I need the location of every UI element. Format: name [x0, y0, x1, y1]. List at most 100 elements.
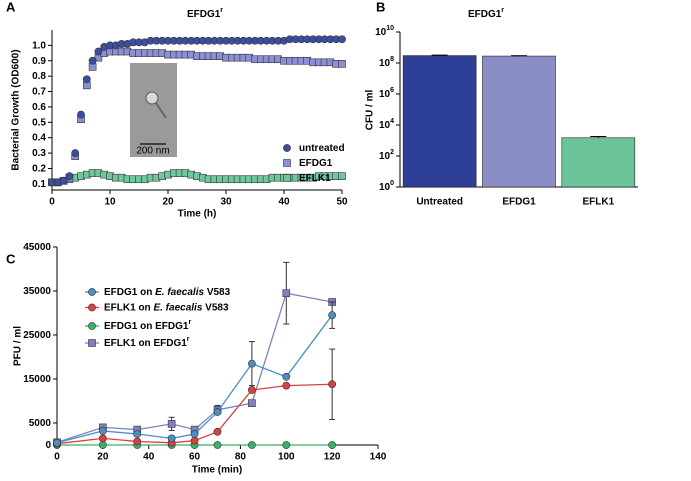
- x-tick-label: Untreated: [416, 197, 463, 208]
- marker: [98, 441, 107, 449]
- marker: [213, 408, 222, 416]
- y-tick-text: 10: [379, 120, 391, 131]
- x-tick-label: 40: [143, 452, 155, 463]
- bar: [561, 137, 636, 188]
- marker: [98, 427, 107, 435]
- x-tick-label: EFLK1: [582, 197, 614, 208]
- y-tick-label: 1.0: [32, 40, 46, 51]
- y-tick-label: 0.6: [32, 102, 46, 113]
- x-tick-label: 100: [278, 452, 295, 463]
- y-tick-label: 35000: [23, 286, 51, 297]
- marker: [247, 386, 256, 394]
- y-tick-text: 10: [379, 89, 391, 100]
- x-tick-label: 10: [104, 197, 116, 208]
- y-tick-label: 0.2: [32, 163, 46, 174]
- y-tick-label: 0.8: [32, 71, 46, 82]
- panel-label: B: [376, 0, 385, 14]
- y-tick-label: 0.4: [32, 132, 46, 143]
- y-tick-exponent: 2: [390, 149, 394, 156]
- chart-title-sup: r: [220, 7, 223, 14]
- y-tick-label: 102: [379, 149, 394, 161]
- marker: [283, 144, 291, 152]
- y-tick-text: 0.3: [32, 148, 46, 159]
- marker: [94, 47, 103, 56]
- marker: [98, 434, 107, 443]
- legend-label: EFLK1 on E. faecalis V583: [104, 302, 229, 313]
- y-tick-exponent: 8: [390, 56, 394, 63]
- marker: [282, 441, 291, 449]
- panel-label: C: [6, 251, 16, 266]
- legend-label: untreated: [299, 143, 345, 154]
- marker: [190, 430, 199, 438]
- y-tick-text: 10: [379, 58, 391, 69]
- x-tick-label: 60: [189, 452, 201, 463]
- chart-title-main: EFDG1: [187, 9, 221, 20]
- y-tick-label: 0.9: [32, 55, 46, 66]
- y-tick-text: 45000: [23, 242, 51, 253]
- legend-text: EFLK1 on EFDG1: [104, 338, 187, 349]
- marker: [283, 174, 291, 182]
- series-line: [56, 292, 333, 443]
- marker: [88, 56, 97, 65]
- legend-text: untreated: [299, 143, 345, 154]
- chart-title: EFDG1r: [187, 7, 223, 19]
- marker: [133, 430, 142, 438]
- x-tick-label: 20: [97, 452, 109, 463]
- marker: [88, 288, 96, 296]
- legend-text: V583: [204, 287, 231, 298]
- legend-text: V583: [202, 302, 229, 313]
- marker: [167, 434, 176, 443]
- y-tick-exponent: 0: [390, 180, 394, 187]
- y-tick-label: 100: [379, 180, 394, 192]
- x-tick-label: 140: [370, 452, 387, 463]
- marker: [282, 372, 291, 381]
- legend-label: EFLK1 on EFDG1r: [104, 336, 190, 348]
- scale-label: 200 nm: [136, 146, 169, 157]
- marker: [247, 441, 256, 449]
- legend-label: EFLK1: [299, 173, 331, 184]
- legend-text: EFLK1: [299, 173, 331, 184]
- marker: [88, 303, 96, 312]
- y-tick-text: 0.4: [32, 132, 46, 143]
- y-tick-label: 0.7: [32, 86, 46, 97]
- legend-label: EFDG1 on E. faecalis V583: [104, 287, 231, 298]
- x-tick-label: 20: [162, 197, 174, 208]
- marker: [338, 60, 346, 68]
- x-tick-label: 50: [336, 197, 348, 208]
- y-tick-text: 10: [379, 151, 391, 162]
- y-tick-text: 15000: [23, 374, 51, 385]
- y-axis-label: PFU / ml: [13, 326, 24, 366]
- legend-text: EFDG1 on: [104, 287, 155, 298]
- y-tick-label: 45000: [23, 242, 51, 253]
- y-tick-label: 106: [379, 87, 394, 99]
- marker: [282, 381, 291, 390]
- legend-text: EFDG1: [299, 158, 333, 169]
- y-tick-label: 0.3: [32, 148, 46, 159]
- marker: [247, 359, 256, 368]
- marker: [88, 322, 96, 330]
- marker: [82, 75, 91, 84]
- legend-text: EFLK1 on: [104, 302, 153, 313]
- y-tick-label: 0.1: [32, 178, 46, 189]
- marker: [283, 159, 291, 167]
- marker: [65, 172, 74, 181]
- phage-head: [145, 91, 159, 105]
- y-tick-text: 0.6: [32, 102, 46, 113]
- chart-title: EFDG1r: [468, 7, 504, 19]
- y-tick-text: 0: [45, 440, 51, 451]
- legend-label: EFDG1: [299, 158, 333, 169]
- y-tick-exponent: 6: [390, 87, 394, 94]
- x-tick-label: 30: [220, 197, 232, 208]
- marker: [53, 438, 61, 447]
- marker: [213, 441, 222, 449]
- marker: [328, 380, 337, 389]
- chart-title-main: EFDG1: [468, 9, 502, 20]
- y-tick-text: 0.1: [32, 178, 46, 189]
- marker: [167, 420, 176, 428]
- marker: [213, 427, 222, 436]
- y-axis-label: CFU / ml: [365, 90, 376, 131]
- y-tick-exponent: 4: [390, 118, 394, 125]
- y-tick-label: 0: [45, 440, 51, 451]
- series-line: [56, 314, 333, 444]
